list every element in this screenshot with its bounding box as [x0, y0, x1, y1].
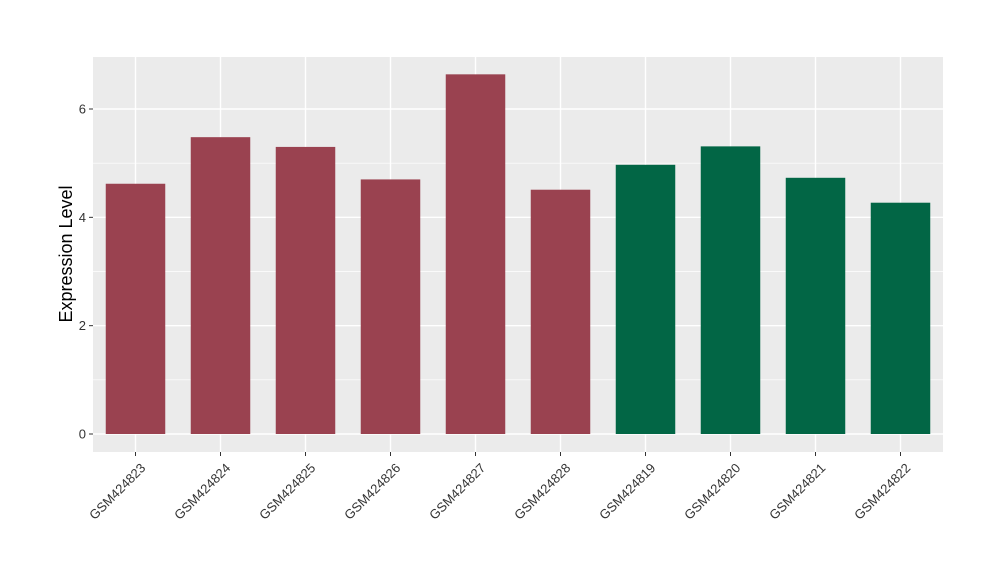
bar-GSM424819	[615, 164, 676, 434]
bar-GSM424825	[275, 146, 336, 434]
bar-GSM424827	[445, 74, 506, 434]
x-tick-label: GSM424826	[341, 460, 403, 522]
y-tick-label: 0	[79, 427, 86, 442]
x-tick-label: GSM424820	[681, 460, 743, 522]
bars	[105, 74, 931, 434]
x-tick-label: GSM424828	[511, 460, 573, 522]
x-tick-label: GSM424822	[851, 460, 913, 522]
bar-GSM424826	[360, 179, 421, 434]
bar-GSM424828	[530, 189, 591, 434]
x-tick-label: GSM424819	[596, 460, 658, 522]
x-tick-label: GSM424824	[171, 460, 233, 522]
y-axis: 0 2 4 6	[79, 102, 93, 442]
bar-GSM424821	[785, 177, 846, 434]
bar-GSM424822	[870, 202, 931, 434]
bar-GSM424820	[700, 146, 761, 434]
bar-GSM424824	[190, 137, 251, 434]
x-tick-label: GSM424823	[86, 460, 148, 522]
y-tick-label: 4	[79, 210, 86, 225]
y-axis-title: Expression Level	[56, 185, 76, 322]
y-tick-label: 6	[79, 102, 86, 117]
x-tick-label: GSM424825	[256, 460, 318, 522]
bar-GSM424823	[105, 183, 166, 434]
x-tick-label: GSM424827	[426, 460, 488, 522]
x-axis: GSM424823 GSM424824 GSM424825 GSM424826 GSM4…	[86, 452, 913, 523]
y-tick-label: 2	[79, 318, 86, 333]
x-tick-label: GSM424821	[766, 460, 828, 522]
